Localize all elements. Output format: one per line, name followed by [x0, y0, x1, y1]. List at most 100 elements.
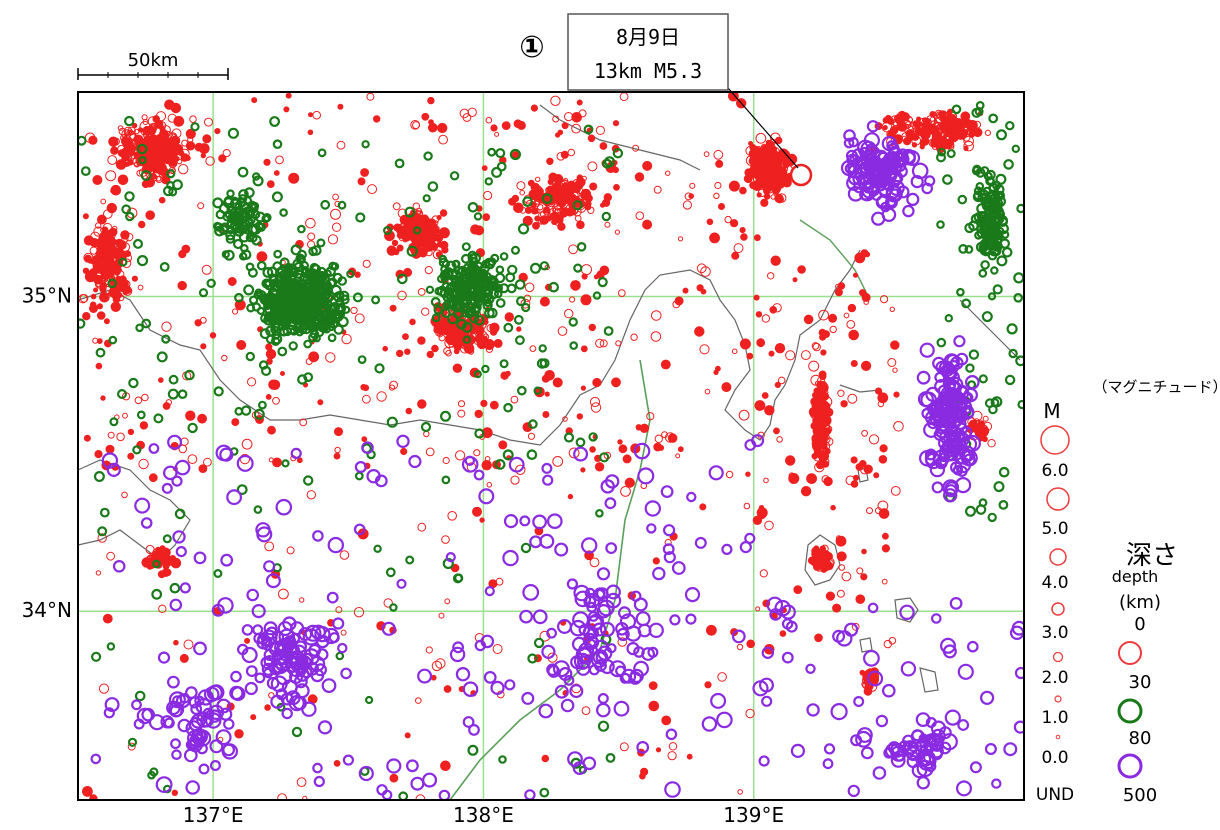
shallow-hypocenter [106, 253, 115, 263]
shallow-hypocenter [524, 282, 535, 293]
shallow-hypocenter [677, 236, 684, 242]
shallow-hypocenter [696, 263, 707, 274]
intermediate-hypocenter [225, 229, 236, 241]
shallow-hypocenter [82, 786, 93, 797]
shallow-hypocenter [134, 396, 143, 405]
shallow-hypocenter [409, 318, 416, 326]
deep-hypocenter [112, 559, 126, 573]
deep-hypocenter [546, 627, 557, 639]
shallow-hypocenter [277, 793, 287, 800]
intermediate-hypocenter [132, 445, 142, 455]
intermediate-hypocenter [978, 268, 988, 278]
shallow-hypocenter [788, 472, 795, 479]
shallow-hypocenter [453, 348, 460, 355]
shallow-hypocenter [763, 193, 771, 200]
deep-hypocenter [940, 733, 958, 751]
shallow-hypocenter [241, 438, 253, 450]
shallow-hypocenter [443, 685, 452, 693]
intermediate-hypocenter [597, 277, 608, 288]
deep-hypocenter [664, 781, 681, 798]
shallow-hypocenter [567, 192, 575, 200]
shallow-hypocenter [775, 195, 784, 204]
shallow-hypocenter [141, 130, 147, 136]
shallow-hypocenter [764, 405, 775, 416]
intermediate-hypocenter [592, 291, 602, 300]
intermediate-hypocenter [467, 202, 479, 213]
shallow-hypocenter [505, 370, 511, 377]
intermediate-hypocenter [330, 284, 342, 296]
deep-hypocenter [646, 523, 657, 534]
shallow-hypocenter [299, 597, 305, 603]
shallow-hypocenter [158, 604, 167, 613]
shallow-hypocenter [777, 173, 784, 180]
shallow-hypocenter [756, 338, 766, 348]
shallow-hypocenter [200, 152, 207, 159]
shallow-hypocenter [445, 349, 452, 357]
intermediate-hypocenter [985, 191, 996, 202]
depth-swatch-shallow [1118, 641, 1142, 665]
deep-hypocenter [881, 135, 898, 152]
shallow-hypocenter [489, 328, 498, 336]
intermediate-hypocenter [256, 222, 266, 232]
deep-hypocenter [938, 445, 954, 460]
x-tick-138: 138°E [453, 803, 514, 827]
intermediate-hypocenter [133, 238, 144, 249]
depth-legend-subtitle: depth [1112, 567, 1159, 586]
deep-hypocenter [567, 751, 583, 767]
intermediate-hypocenter [539, 261, 550, 271]
shallow-hypocenter [141, 393, 149, 402]
intermediate-hypocenter [1003, 159, 1014, 170]
shallow-hypocenter [709, 232, 720, 244]
intermediate-hypocenter [316, 238, 326, 248]
intermediate-hypocenter [78, 318, 86, 329]
deep-hypocenter [881, 683, 896, 698]
intermediate-hypocenter [190, 122, 200, 132]
deep-hypocenter [566, 578, 579, 590]
intermediate-hypocenter [361, 140, 370, 149]
deep-hypocenter [1014, 666, 1024, 680]
deep-hypocenter [587, 613, 605, 631]
shallow-hypocenter [677, 446, 684, 453]
shallow-hypocenter [95, 259, 103, 267]
shallow-hypocenter [96, 303, 104, 310]
deep-hypocenter [185, 780, 200, 795]
intermediate-hypocenter [240, 405, 252, 416]
intermediate-hypocenter [373, 544, 382, 554]
intermediate-hypocenter [506, 283, 517, 294]
shallow-hypocenter [882, 125, 888, 131]
intermediate-hypocenter [332, 309, 343, 320]
intermediate-hypocenter [961, 298, 971, 309]
deep-hypocenter [954, 477, 972, 494]
intermediate-hypocenter [502, 449, 514, 461]
shallow-hypocenter [362, 259, 371, 268]
intermediate-hypocenter [310, 288, 321, 299]
shallow-hypocenter [141, 557, 153, 568]
deep-hypocenter [175, 545, 187, 558]
shallow-hypocenter [498, 440, 508, 450]
shallow-hypocenter [840, 400, 848, 408]
shallow-hypocenter [750, 154, 759, 163]
intermediate-hypocenter [490, 276, 499, 286]
magnitude-legend-title: （マグニチュード） [1092, 378, 1220, 396]
intermediate-hypocenter [526, 449, 538, 460]
shallow-hypocenter [353, 607, 365, 618]
deep-hypocenter [766, 596, 784, 614]
intermediate-hypocenter [575, 437, 586, 448]
shallow-hypocenter [115, 159, 127, 170]
deep-hypocenter [900, 148, 916, 164]
shallow-hypocenter [576, 413, 583, 420]
shallow-hypocenter [847, 393, 858, 404]
shallow-hypocenter [173, 115, 185, 127]
deep-hypocenter [710, 692, 727, 709]
deep-hypocenter [361, 441, 374, 454]
shallow-hypocenter [527, 179, 535, 187]
deep-hypocenter [605, 474, 620, 489]
intermediate-hypocenter [95, 347, 106, 358]
shallow-hypocenter [561, 182, 571, 192]
shallow-hypocenter [438, 612, 445, 619]
shallow-hypocenter [484, 456, 491, 462]
deep-hypocenter [918, 749, 936, 767]
shallow-hypocenter [830, 504, 836, 511]
deep-hypocenter [438, 789, 451, 800]
deep-hypocenter [943, 363, 955, 375]
